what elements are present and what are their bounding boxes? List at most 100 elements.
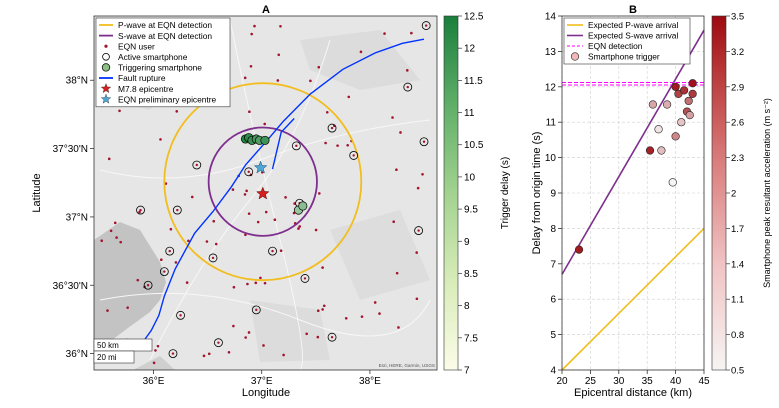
eqn-user-dot: [316, 335, 320, 339]
x-tick-label-a: 37°E: [251, 376, 273, 387]
smartphone-trigger-point: [671, 132, 680, 141]
y-tick-label-b: 11: [546, 118, 557, 129]
colorbar-b-tick-label: 1.7: [731, 224, 744, 235]
colorbar-a-tick-label: 12: [464, 44, 476, 55]
s-wave-circle: [207, 126, 318, 237]
scale-bar-km: 50 km: [97, 341, 119, 350]
eqn-user-dot: [318, 192, 321, 195]
legend-a-label: Fault rupture: [118, 73, 166, 83]
legend-a-label: Triggering smartphone: [118, 63, 202, 73]
eqn-user-dot: [415, 297, 419, 301]
sea-area: [94, 222, 166, 346]
eqn-user-dot: [179, 314, 182, 317]
smartphone-trigger-point: [688, 79, 697, 88]
eqn-user-dot: [185, 281, 189, 284]
y-tick-label-b: 10: [545, 153, 557, 164]
colorbar-b-tick-label: 2.6: [731, 118, 744, 129]
eqn-user-dot: [176, 208, 179, 212]
colorbar-b-tick-label: 2.3: [731, 153, 744, 164]
eqn-user-dot: [152, 361, 156, 365]
smartphone-trigger-point: [685, 111, 694, 120]
colorbar-b-tick-label: 0.5: [731, 366, 744, 377]
legend-a-circle-swatch: [102, 52, 110, 61]
eqn-user-dot: [422, 140, 426, 143]
eqn-user-dot: [399, 131, 402, 134]
eqn-user-dot: [391, 116, 394, 119]
eqn-user-dot: [405, 69, 409, 72]
colorbar-a-tick-label: 12.5: [464, 12, 484, 23]
active-smartphone-marker: [414, 226, 424, 235]
eqn-user-dot: [156, 344, 160, 348]
eqn-user-dot: [298, 225, 302, 228]
eqn-user-dot: [169, 227, 173, 231]
x-tick-label-b: 45: [698, 376, 710, 387]
legend-a-star-swatch: [100, 93, 112, 104]
y-tick-label-b: 12: [545, 82, 557, 93]
eqn-user-dot: [214, 242, 218, 246]
eqn-user-dot: [163, 270, 166, 273]
colorbar-a-tick-label: 7.5: [464, 333, 478, 344]
eqn-user-dot: [259, 276, 262, 280]
active-smartphone-marker: [327, 123, 337, 133]
colorbar-a-tick-label: 8.5: [464, 269, 478, 280]
map-frame: [93, 15, 438, 371]
eqn-user-dot: [247, 212, 251, 215]
eqn-user-dot: [395, 271, 399, 275]
eqn-user-dot: [107, 157, 111, 161]
legend-a-label: EQN preliminary epicentre: [118, 94, 217, 104]
colorbar-a-tick-label: 7: [464, 366, 470, 377]
eqn-user-dot: [118, 109, 121, 113]
eqn-user-dot: [359, 50, 363, 54]
eqn-user-dot: [392, 220, 396, 223]
x-axis-label-b: Epicentral distance (km): [574, 387, 692, 399]
eqn-user-dot: [136, 278, 140, 282]
terrain-mountain: [330, 210, 430, 300]
y-tick-label-a: 37°N: [66, 212, 88, 223]
eqn-user-dot: [217, 341, 220, 344]
road: [229, 19, 303, 371]
active-smartphone-marker: [421, 21, 431, 30]
colorbar-b-tick-label: 2.9: [731, 82, 744, 93]
y-tick-label-a: 36°30'N: [53, 281, 88, 292]
eqn-user-dot: [243, 193, 247, 196]
colorbar-b: [711, 15, 727, 371]
eqn-user-dot: [395, 168, 398, 172]
eqn-user-dot: [417, 229, 420, 232]
colorbar-a-tick-label: 8: [464, 301, 470, 312]
eqn-user-dot: [297, 227, 300, 230]
eqn-user-dot: [360, 315, 364, 318]
panel-b-label: B: [629, 4, 637, 16]
colorbar-b-tick-label: 1.4: [731, 259, 744, 270]
eqn-user-dot: [373, 301, 377, 304]
eqn-user-dot: [277, 53, 281, 57]
colorbar-b-tick-label: 0.8: [731, 330, 744, 341]
triggering-smartphone-marker: [298, 201, 308, 211]
x-tick-label-b: 30: [613, 376, 625, 387]
y-tick-label-b: 5: [550, 330, 556, 341]
eqn-user-dot: [263, 281, 267, 285]
y-tick-label-b: 13: [545, 47, 557, 58]
legend-a-label: P-wave at EQN detection: [118, 20, 212, 30]
y-tick-label-a: 36°N: [66, 349, 88, 360]
eqn-user-dot: [284, 196, 287, 199]
eqn-user-dot: [171, 352, 175, 355]
eqn-user-dot: [344, 317, 348, 320]
eqn-user-dot: [336, 144, 339, 147]
colorbar-b-tick-label: 3.5: [731, 12, 744, 23]
active-smartphone-marker: [291, 141, 301, 151]
active-smartphone-marker: [251, 305, 261, 315]
eqn-user-dot: [247, 170, 250, 174]
legend-a-dot-swatch: [104, 44, 108, 48]
smartphone-trigger-point: [684, 96, 693, 106]
legend-b-marker-swatch: [570, 52, 580, 61]
x-tick-label-b: 40: [670, 376, 682, 387]
eqn-user-dot: [321, 266, 324, 269]
fault-rupture-line: [139, 38, 425, 346]
colorbar-a: [443, 15, 459, 371]
smartphone-trigger-point: [648, 100, 657, 109]
y-tick-label-b: 6: [550, 295, 556, 306]
eqn-user-dot: [314, 228, 318, 232]
eqn-user-dot: [232, 285, 236, 289]
p-wave-circle: [163, 82, 363, 282]
